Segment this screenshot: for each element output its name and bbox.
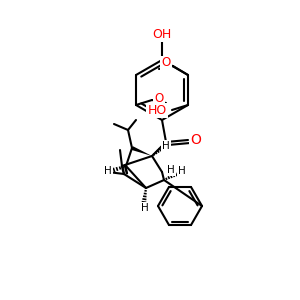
Text: O: O — [161, 56, 171, 70]
Text: HO: HO — [147, 103, 167, 116]
Text: O: O — [190, 133, 201, 147]
Text: H: H — [104, 166, 112, 176]
Text: OH: OH — [152, 28, 172, 40]
Text: O: O — [154, 92, 164, 104]
Text: H: H — [141, 203, 149, 213]
Polygon shape — [131, 146, 152, 156]
Text: H: H — [167, 165, 175, 175]
Text: H: H — [178, 166, 186, 176]
Text: H: H — [162, 141, 170, 151]
